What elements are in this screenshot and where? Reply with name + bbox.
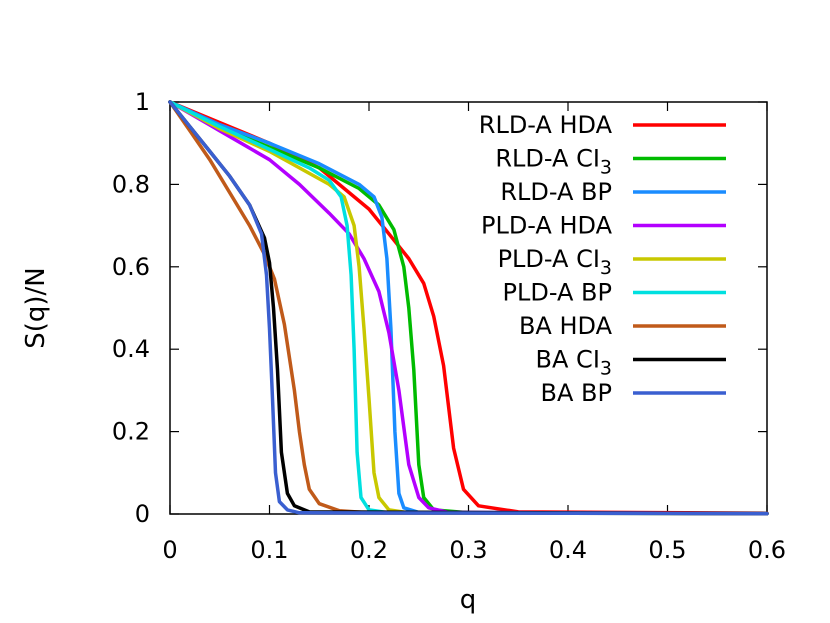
- x-tick-label-2: 0.2: [350, 536, 388, 564]
- legend-label-pld-a-bp: PLD-A BP: [503, 279, 612, 307]
- series-pld-a-hda-line: [168, 100, 769, 516]
- y-tick-label-0: 0: [135, 500, 150, 528]
- x-tick-label-1: 0.1: [250, 536, 288, 564]
- legend-label-rld-a-hda: RLD-A HDA: [479, 111, 613, 139]
- x-tick-label-0: 0: [162, 536, 177, 564]
- legend-label-rld-a-bp: RLD-A BP: [500, 178, 612, 206]
- series-pld-a-ci3-line: [168, 100, 769, 516]
- y-tick-label-2: 0.4: [112, 335, 150, 363]
- legend-label-pld-a-hda: PLD-A HDA: [481, 212, 613, 240]
- x-tick-label-6: 0.6: [748, 536, 786, 564]
- series-rld-a-bp-line: [168, 100, 769, 516]
- series-rld-a-hda-line: [168, 100, 769, 515]
- x-tick-label-5: 0.5: [648, 536, 686, 564]
- legend-label-pld-a-ci3: PLD-A CI3: [498, 245, 612, 279]
- y-tick-label-1: 0.2: [112, 418, 150, 446]
- legend-label-rld-a-ci3: RLD-A CI3: [495, 145, 612, 179]
- series-curves: [168, 100, 769, 516]
- y-axis-label: S(q)/N: [21, 267, 51, 349]
- y-tick-label-3: 0.6: [112, 253, 150, 281]
- plot-frame: [169, 101, 768, 515]
- y-tick-label-4: 0.8: [112, 170, 150, 198]
- x-axis-label: q: [460, 585, 477, 615]
- legend-label-ba-bp: BA BP: [541, 379, 612, 407]
- legend-label-ba-ci3: BA CI3: [536, 346, 612, 380]
- series-rld-a-ci3-line: [168, 100, 769, 516]
- legend-label-ba-hda: BA HDA: [519, 312, 613, 340]
- axis-ticks: [169, 101, 768, 515]
- series-pld-a-bp-line: [168, 100, 769, 516]
- series-ba-hda-line: [168, 100, 769, 516]
- series-ba-ci3-line: [168, 100, 769, 516]
- axis-tick-labels: 0 0.1 0.2 0.3 0.4 0.5 0.6 0 0.2 0.4 0.6 0.8 1: [112, 88, 786, 564]
- x-tick-label-3: 0.3: [449, 536, 487, 564]
- y-tick-label-5: 1: [135, 88, 150, 116]
- series-ba-bp-line: [168, 100, 769, 516]
- x-tick-label-4: 0.4: [549, 536, 587, 564]
